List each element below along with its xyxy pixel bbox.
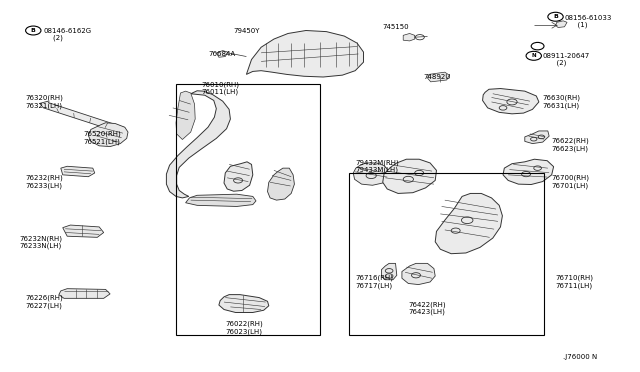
Text: 76684A: 76684A — [208, 51, 235, 57]
Text: .J76000 N: .J76000 N — [563, 354, 598, 360]
Text: 08146-6162G
    (2): 08146-6162G (2) — [44, 28, 92, 41]
Polygon shape — [176, 91, 195, 140]
Text: 76422(RH)
76423(LH): 76422(RH) 76423(LH) — [408, 301, 446, 315]
Text: 76232(RH)
76233(LH): 76232(RH) 76233(LH) — [26, 175, 63, 189]
Text: 76232N(RH)
76233N(LH): 76232N(RH) 76233N(LH) — [19, 235, 62, 249]
Text: B: B — [31, 28, 36, 33]
Text: 76710(RH)
76711(LH): 76710(RH) 76711(LH) — [556, 275, 593, 289]
Polygon shape — [219, 295, 269, 312]
Text: 745150: 745150 — [383, 24, 410, 30]
Text: 76622(RH)
76623(LH): 76622(RH) 76623(LH) — [552, 138, 589, 152]
Polygon shape — [224, 162, 253, 191]
Polygon shape — [556, 21, 567, 28]
Bar — [349, 173, 544, 335]
Text: 76630(RH)
76631(LH): 76630(RH) 76631(LH) — [543, 95, 580, 109]
Text: B: B — [553, 14, 558, 19]
Polygon shape — [402, 263, 435, 285]
Polygon shape — [166, 91, 230, 198]
Text: 08156-61033
      (1): 08156-61033 (1) — [564, 15, 612, 28]
Text: 79432M(RH)
79433M(LH): 79432M(RH) 79433M(LH) — [355, 159, 399, 173]
Polygon shape — [353, 163, 389, 185]
Text: 79450Y: 79450Y — [234, 28, 260, 34]
Polygon shape — [503, 159, 554, 185]
Polygon shape — [40, 101, 125, 133]
Text: 76700(RH)
76701(LH): 76700(RH) 76701(LH) — [552, 175, 589, 189]
Polygon shape — [216, 51, 228, 57]
Polygon shape — [61, 166, 95, 177]
Text: 76716(RH)
76717(LH): 76716(RH) 76717(LH) — [355, 275, 393, 289]
Text: N: N — [531, 53, 536, 58]
Polygon shape — [88, 123, 128, 147]
Polygon shape — [246, 31, 364, 77]
Bar — [176, 84, 320, 335]
Polygon shape — [483, 89, 539, 114]
Text: 76320(RH)
76321(LH): 76320(RH) 76321(LH) — [26, 95, 63, 109]
Text: 76022(RH)
76023(LH): 76022(RH) 76023(LH) — [225, 321, 263, 335]
Polygon shape — [268, 168, 294, 200]
Polygon shape — [383, 159, 436, 193]
Polygon shape — [428, 72, 449, 82]
Polygon shape — [186, 194, 256, 206]
Polygon shape — [59, 289, 110, 298]
Text: 76520(RH)
76521(LH): 76520(RH) 76521(LH) — [83, 131, 121, 145]
Polygon shape — [525, 131, 549, 144]
Text: 08911-20647
      (2): 08911-20647 (2) — [543, 53, 590, 66]
Text: 76010(RH)
76011(LH): 76010(RH) 76011(LH) — [202, 81, 239, 95]
Polygon shape — [403, 33, 415, 41]
Text: 76226(RH)
76227(LH): 76226(RH) 76227(LH) — [26, 295, 63, 309]
Text: 74892U: 74892U — [424, 74, 451, 80]
Polygon shape — [63, 225, 104, 237]
Polygon shape — [435, 193, 502, 254]
Polygon shape — [381, 263, 397, 280]
